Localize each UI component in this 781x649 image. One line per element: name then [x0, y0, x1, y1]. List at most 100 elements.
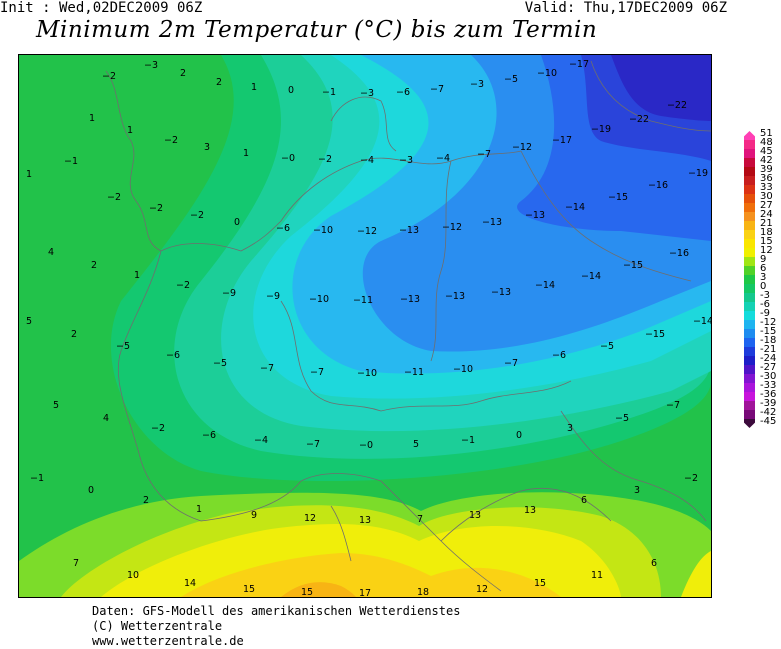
credits-line-website: www.wetterzentrale.de — [92, 634, 244, 648]
map-value-label: 3 — [204, 142, 210, 153]
map-value-label: −12 — [512, 142, 532, 153]
legend-item: -45 — [744, 416, 781, 428]
legend-swatch — [744, 248, 755, 257]
legend-label: 33 — [760, 182, 773, 193]
map-value-label: −22 — [667, 100, 687, 111]
legend-item: 48 — [744, 137, 781, 149]
map-value-label: −13 — [491, 287, 511, 298]
legend-swatch — [744, 320, 755, 329]
temperature-map: −3 2 −2 1 0 2 −1 −3 −6 −7 −3 −5 −10 −17 −22 −22 −19 −17 −1… — [18, 54, 712, 598]
legend-item: -21 — [744, 344, 781, 356]
legend-label: -42 — [760, 407, 777, 418]
map-value-label: 6 — [651, 558, 657, 569]
legend-swatch — [744, 176, 755, 185]
map-value-label: −15 — [623, 260, 643, 271]
map-value-label: 4 — [48, 247, 54, 258]
legend-label: -36 — [760, 389, 777, 400]
map-value-label: −2 — [151, 423, 165, 434]
map-value-label: 0 — [88, 485, 94, 496]
legend-swatch — [744, 410, 755, 419]
map-value-label: −1 — [64, 156, 78, 167]
legend-swatch — [744, 194, 755, 203]
map-value-label: 2 — [216, 77, 222, 88]
map-value-label: −19 — [591, 124, 611, 135]
legend-label: 6 — [760, 263, 767, 274]
legend-swatch — [744, 266, 755, 275]
legend-item: 33 — [744, 182, 781, 194]
map-value-label: 2 — [71, 329, 77, 340]
map-value-label: −3 — [470, 79, 484, 90]
legend-item: -9 — [744, 308, 781, 320]
map-value-label: 11 — [591, 570, 603, 581]
legend-label: 3 — [760, 272, 767, 283]
legend-label: -12 — [760, 317, 777, 328]
legend-swatch — [744, 239, 755, 248]
map-value-label: −13 — [525, 210, 545, 221]
map-value-label: −7 — [260, 363, 274, 374]
map-value-label: −14 — [565, 202, 585, 213]
legend-label: 24 — [760, 209, 773, 220]
map-value-label: 0 — [288, 85, 294, 96]
map-value-label: −7 — [310, 367, 324, 378]
map-borders — [105, 60, 711, 592]
legend-item: 36 — [744, 173, 781, 185]
legend-item: 15 — [744, 236, 781, 248]
map-value-label: −10 — [313, 225, 333, 236]
map-value-label: 5 — [53, 400, 59, 411]
legend-item: -6 — [744, 299, 781, 311]
legend-item: 39 — [744, 164, 781, 176]
map-value-label: 13 — [469, 510, 481, 521]
legend-swatch — [744, 230, 755, 239]
map-value-label: −13 — [482, 217, 502, 228]
map-value-label: −1 — [461, 435, 475, 446]
map-value-label: 0 — [234, 217, 240, 228]
legend-label: -21 — [760, 344, 777, 355]
legend-item: 0 — [744, 281, 781, 293]
map-value-label: −16 — [648, 180, 668, 191]
map-value-label: −2 — [684, 473, 698, 484]
map-value-label: −7 — [477, 149, 491, 160]
legend-label: 30 — [760, 191, 773, 202]
map-value-label: 1 — [127, 125, 133, 136]
map-value-label: −2 — [149, 203, 163, 214]
map-value-label: −6 — [202, 430, 216, 441]
legend-swatch — [744, 275, 755, 284]
map-value-label: −6 — [276, 223, 290, 234]
legend-label: 27 — [760, 200, 773, 211]
map-value-label: −5 — [504, 74, 518, 85]
legend-swatch — [744, 347, 755, 356]
legend-swatch — [744, 392, 755, 401]
legend-swatch — [744, 383, 755, 392]
map-value-label: −5 — [615, 413, 629, 424]
legend-label: 48 — [760, 137, 773, 148]
map-value-label: 2 — [91, 260, 97, 271]
map-value-label: −10 — [537, 68, 557, 79]
credits-line-data-source: Daten: GFS-Modell des amerikanischen Wet… — [92, 604, 461, 618]
map-value-label: 2 — [180, 68, 186, 79]
map-value-label: 13 — [524, 505, 536, 516]
map-value-label: −3 — [399, 155, 413, 166]
legend-item: 12 — [744, 245, 781, 257]
map-value-label: −5 — [116, 341, 130, 352]
map-value-label: 6 — [581, 495, 587, 506]
map-value-label: −2 — [176, 280, 190, 291]
map-value-label: −6 — [552, 350, 566, 361]
legend-label: -3 — [760, 290, 770, 301]
legend-swatch — [744, 311, 755, 320]
legend-swatch — [744, 284, 755, 293]
map-value-label: 18 — [417, 587, 429, 597]
map-value-label: −14 — [535, 280, 555, 291]
map-value-label: −9 — [266, 291, 280, 302]
map-value-label: −17 — [569, 59, 589, 70]
legend-label: 39 — [760, 164, 773, 175]
map-value-label: −2 — [318, 154, 332, 165]
map-value-label: −10 — [309, 294, 329, 305]
map-value-label: 7 — [417, 514, 423, 525]
legend-label: -30 — [760, 371, 777, 382]
map-value-label: −13 — [445, 291, 465, 302]
legend-label: 15 — [760, 236, 773, 247]
zone-east-warm — [681, 551, 711, 597]
legend-label: -27 — [760, 362, 777, 373]
map-value-label: −2 — [102, 71, 116, 82]
legend-swatch — [744, 167, 755, 176]
